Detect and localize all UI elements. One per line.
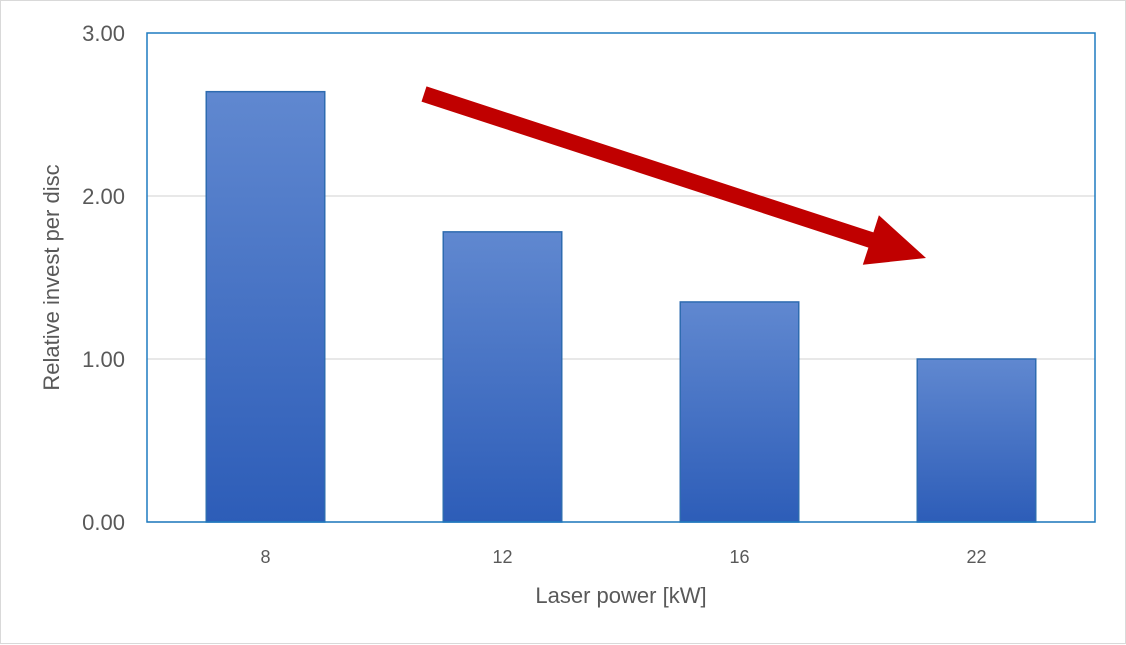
x-tick-label: 8 [260, 547, 270, 567]
x-tick-label: 16 [729, 547, 749, 567]
trend-arrow [421, 86, 926, 265]
y-tick-label: 3.00 [82, 21, 125, 46]
y-tick-label: 2.00 [82, 184, 125, 209]
bar [205, 90, 326, 523]
plot-area-border [146, 32, 1096, 523]
x-axis-title: Laser power [kW] [535, 583, 706, 608]
y-axis-title: Relative invest per disc [39, 164, 64, 390]
x-tick-label: 22 [966, 547, 986, 567]
y-tick-label: 0.00 [82, 510, 125, 535]
y-tick-label: 1.00 [82, 347, 125, 372]
bar [679, 301, 800, 523]
x-tick-label: 12 [492, 547, 512, 567]
bar [916, 358, 1037, 523]
bar [442, 231, 563, 523]
